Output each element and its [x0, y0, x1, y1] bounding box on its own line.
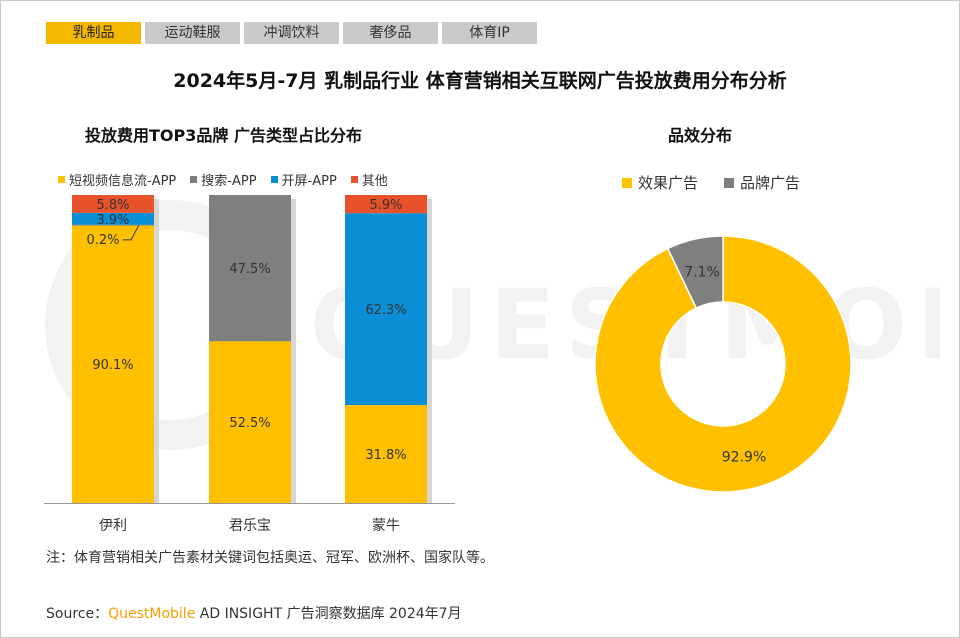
bar-segment	[72, 224, 154, 226]
data-label: 0.2%	[86, 233, 119, 248]
data-label: 5.9%	[369, 198, 402, 213]
slice-label: 92.9%	[722, 450, 766, 466]
bar-shadow	[427, 199, 432, 503]
leader-line	[123, 224, 140, 241]
data-label: 90.1%	[92, 358, 133, 373]
source-prefix: Source：	[46, 606, 109, 622]
legend-item-short-video: 短视频信息流-APP	[58, 170, 176, 189]
legend-swatch	[622, 177, 632, 188]
bar-segment	[72, 195, 154, 213]
donut-slice	[666, 235, 724, 310]
page-title: 2024年5月-7月 乳制品行业 体育营销相关互联网广告投放费用分布分析	[173, 70, 787, 92]
legend-label: 搜索-APP	[201, 174, 257, 189]
legend-item-effect-ad: 效果广告	[622, 172, 698, 193]
source-brand: QuestMobile	[108, 606, 196, 622]
bar-segment	[209, 341, 291, 503]
legend-swatch	[190, 176, 198, 183]
bar-shadow	[154, 199, 159, 503]
bar-segment	[345, 213, 427, 406]
legend-label: 效果广告	[638, 174, 699, 192]
legend-label: 品牌广告	[740, 174, 801, 192]
category-tabs: 乳制品 运动鞋服 冲调饮料 奢侈品 体育IP	[46, 22, 537, 44]
legend-label: 短视频信息流-APP	[69, 174, 177, 189]
data-label: 5.8%	[96, 198, 129, 213]
bar-segment	[209, 195, 291, 342]
data-label: 47.5%	[229, 262, 270, 277]
legend-label: 开屏-APP	[281, 174, 337, 189]
legend-item-brand-ad: 品牌广告	[724, 172, 800, 193]
legend-swatch	[350, 176, 358, 183]
bar-chart-title: 投放费用TOP3品牌 广告类型占比分布	[85, 126, 362, 145]
legend-item-search: 搜索-APP	[190, 170, 257, 189]
category-label: 蒙牛	[372, 518, 400, 534]
legend-swatch	[724, 177, 735, 188]
donut-chart: 92.9% 7.1%	[594, 235, 852, 493]
tab-sports-ip[interactable]: 体育IP	[442, 22, 537, 44]
category-label: 伊利	[99, 518, 127, 534]
bar-segment	[345, 405, 427, 503]
data-label: 52.5%	[229, 416, 270, 431]
slice-label: 7.1%	[684, 264, 720, 280]
legend-label: 其他	[361, 174, 388, 189]
tab-beverages[interactable]: 冲调饮料	[244, 22, 339, 44]
bar-segment	[72, 225, 154, 503]
category-label: 君乐宝	[229, 518, 271, 534]
source-rest: AD INSIGHT 广告洞察数据库 2024年7月	[195, 606, 462, 622]
bar-segment	[345, 195, 427, 214]
bar-shadow	[291, 199, 296, 503]
stacked-bar-chart: 90.1% 0.2% 3.9%5.8% 伊利 52.5% 47.5% 君乐宝 31.8% 62.…	[44, 195, 455, 534]
bar-segment	[72, 212, 154, 225]
tab-sportswear[interactable]: 运动鞋服	[145, 22, 240, 44]
data-label: 62.3%	[365, 303, 406, 318]
donut-slice	[594, 235, 852, 493]
legend-item-splash: 开屏-APP	[270, 170, 337, 189]
bar-legend: 短视频信息流-APP 搜索-APP 开屏-APP 其他	[58, 170, 402, 189]
footnote: 注：体育营销相关广告素材关键词包括奥运、冠军、欧洲杯、国家队等。	[46, 550, 494, 566]
donut-chart-title: 品效分布	[668, 126, 733, 145]
legend-item-other: 其他	[350, 170, 388, 189]
donut-legend: 效果广告 品牌广告	[622, 172, 826, 193]
legend-swatch	[58, 176, 65, 183]
legend-swatch	[270, 176, 278, 183]
data-label: 3.9%	[96, 213, 129, 228]
data-label: 31.8%	[365, 448, 406, 463]
tab-dairy[interactable]: 乳制品	[46, 22, 141, 44]
tab-luxury[interactable]: 奢侈品	[343, 22, 438, 44]
source-line: Source：QuestMobile AD INSIGHT 广告洞察数据库 20…	[46, 603, 462, 623]
